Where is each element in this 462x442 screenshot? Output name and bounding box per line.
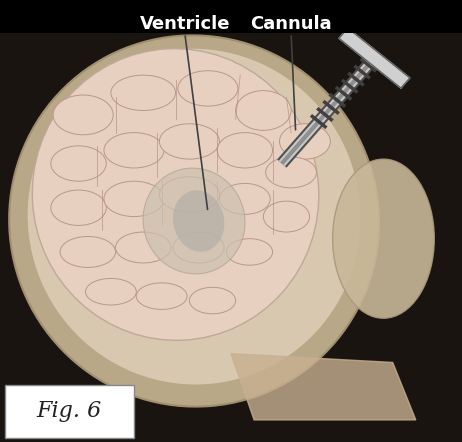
Ellipse shape <box>159 177 219 212</box>
Ellipse shape <box>136 283 187 309</box>
Bar <box>5 385 134 438</box>
Ellipse shape <box>217 133 273 168</box>
Text: Ventricle: Ventricle <box>140 15 230 33</box>
Ellipse shape <box>226 239 273 265</box>
Ellipse shape <box>236 91 291 130</box>
Ellipse shape <box>116 232 171 263</box>
Ellipse shape <box>266 157 316 188</box>
Ellipse shape <box>280 124 330 159</box>
Text: Fig. 6: Fig. 6 <box>36 400 102 422</box>
Ellipse shape <box>189 287 236 314</box>
Ellipse shape <box>173 232 224 263</box>
Ellipse shape <box>51 146 106 181</box>
Ellipse shape <box>104 133 164 168</box>
Ellipse shape <box>51 190 106 225</box>
Ellipse shape <box>219 183 270 214</box>
Ellipse shape <box>173 190 225 252</box>
Ellipse shape <box>85 278 136 305</box>
Ellipse shape <box>104 181 164 217</box>
Ellipse shape <box>9 35 379 407</box>
Ellipse shape <box>53 95 113 135</box>
Ellipse shape <box>143 168 245 274</box>
Ellipse shape <box>159 124 219 159</box>
Ellipse shape <box>263 201 310 232</box>
Ellipse shape <box>28 49 360 385</box>
Polygon shape <box>231 354 416 420</box>
Ellipse shape <box>178 71 238 106</box>
Bar <box>0 0 462 33</box>
Ellipse shape <box>32 49 319 340</box>
Text: Cannula: Cannula <box>250 15 332 33</box>
Ellipse shape <box>333 159 434 318</box>
Ellipse shape <box>60 236 116 267</box>
Polygon shape <box>339 28 410 88</box>
Ellipse shape <box>111 75 176 110</box>
